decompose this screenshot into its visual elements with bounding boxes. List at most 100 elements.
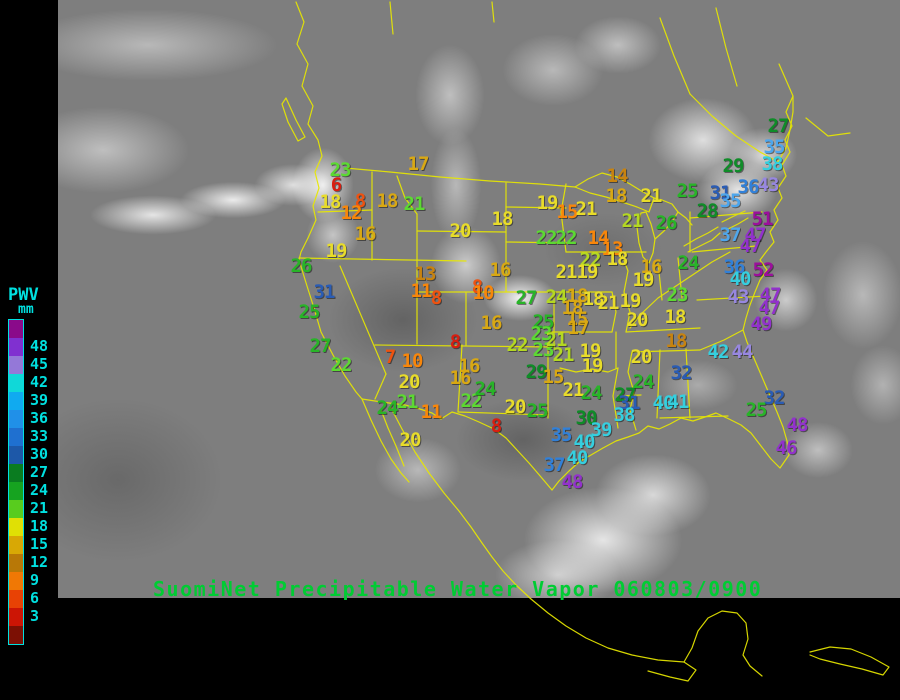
legend-swatch	[9, 392, 23, 410]
legend-label: 3	[30, 607, 40, 625]
station-pwv-value: 35	[719, 190, 742, 212]
station-pwv-value: 23	[532, 339, 555, 361]
legend-label: 36	[30, 409, 49, 427]
station-pwv-value: 32	[670, 362, 693, 384]
legend-swatch	[9, 410, 23, 428]
station-pwv-value: 25	[745, 399, 768, 421]
legend-label: 9	[30, 571, 40, 589]
station-pwv-value: 21	[597, 292, 620, 314]
legend-label: 39	[30, 391, 49, 409]
station-pwv-value: 48	[786, 414, 809, 436]
station-pwv-value: 25	[676, 180, 699, 202]
station-pwv-value: 17	[407, 153, 430, 175]
station-pwv-value: 27	[515, 287, 538, 309]
legend-swatch	[9, 554, 23, 572]
legend-swatch-column	[8, 319, 24, 645]
station-pwv-value: 37	[543, 454, 566, 476]
legend-scale: 48 45 42 39 36 33 30 27 24 21 18 15 12 9 6 3	[8, 319, 48, 645]
station-pwv-value: 22	[555, 227, 578, 249]
station-pwv-value: 24	[632, 371, 655, 393]
station-pwv-value: 16	[354, 223, 377, 245]
station-pwv-value: 21	[562, 379, 585, 401]
legend-swatch	[9, 626, 23, 644]
station-pwv-value: 15	[542, 366, 565, 388]
station-pwv-value: 47	[744, 224, 767, 246]
legend-unit: mm	[18, 302, 34, 317]
station-pwv-value: 49	[750, 313, 773, 335]
station-pwv-value: 27	[767, 115, 790, 137]
station-pwv-value: 22	[579, 249, 602, 271]
pwv-color-legend: PWV mm 48 45 42 39 36 33 30 27 24 21 18 15 12 9 6 3	[8, 287, 48, 645]
station-pwv-value: 21	[575, 198, 598, 220]
station-pwv-value: 43	[757, 174, 780, 196]
station-pwv-value: 20	[398, 371, 421, 393]
station-pwv-value: 30	[575, 407, 598, 429]
legend-swatch	[9, 590, 23, 608]
legend-swatch	[9, 572, 23, 590]
legend-swatch	[9, 536, 23, 554]
legend-swatch	[9, 482, 23, 500]
station-pwv-value: 29	[525, 361, 548, 383]
station-pwv-value: 36	[723, 256, 746, 278]
legend-swatch	[9, 608, 23, 626]
station-pwv-value: 26	[290, 255, 313, 277]
station-pwv-value: 20	[626, 309, 649, 331]
station-pwv-value: 25	[298, 301, 321, 323]
station-pwv-value: 18	[491, 208, 514, 230]
station-pwv-value: 18	[605, 185, 628, 207]
station-pwv-value: 26	[655, 212, 678, 234]
legend-swatch	[9, 518, 23, 536]
station-pwv-value: 16	[640, 256, 663, 278]
station-pwv-value: 18	[606, 248, 629, 270]
legend-label: 48	[30, 337, 49, 355]
legend-label: 33	[30, 427, 49, 445]
station-pwv-value: 28	[696, 200, 719, 222]
legend-label: 6	[30, 589, 40, 607]
station-pwv-value: 42	[707, 341, 730, 363]
station-pwv-value: 19	[576, 261, 599, 283]
station-pwv-value: 51	[751, 208, 774, 230]
station-pwv-value: 48	[561, 471, 584, 493]
station-pwv-value: 23	[530, 323, 553, 345]
legend-swatch	[9, 374, 23, 392]
station-pwv-value: 22	[330, 354, 353, 376]
station-pwv-value: 20	[630, 346, 653, 368]
station-pwv-value: 22	[535, 227, 558, 249]
station-pwv-value: 11	[410, 280, 433, 302]
station-pwv-value: 13	[414, 263, 437, 285]
legend-label: 18	[30, 517, 49, 535]
station-pwv-value: 16	[449, 367, 472, 389]
station-pwv-value: 29	[722, 155, 745, 177]
station-pwv-value: 8	[471, 276, 483, 298]
station-pwv-value: 14	[587, 227, 610, 249]
station-pwv-value: 27	[309, 335, 332, 357]
station-pwv-value: 21	[396, 391, 419, 413]
legend-label: 45	[30, 355, 49, 373]
station-pwv-value: 24	[677, 252, 700, 274]
station-pwv-value: 18	[566, 285, 589, 307]
station-pwv-value: 19	[536, 192, 559, 214]
station-pwv-value: 16	[489, 259, 512, 281]
station-pwv-value: 31	[709, 182, 732, 204]
station-pwv-value: 14	[606, 165, 629, 187]
station-pwv-value: 19	[579, 340, 602, 362]
station-pwv-value: 31	[313, 281, 336, 303]
station-pwv-value: 8	[430, 287, 442, 309]
station-pwv-value: 17	[567, 317, 590, 339]
station-pwv-value: 13	[601, 238, 624, 260]
legend-swatch	[9, 464, 23, 482]
station-pwv-value: 10	[472, 282, 495, 304]
satellite-image	[58, 0, 900, 598]
station-pwv-value: 23	[329, 159, 352, 181]
station-pwv-value: 18	[319, 191, 342, 213]
station-pwv-value: 32	[763, 387, 786, 409]
station-pwv-value: 10	[401, 350, 424, 372]
station-pwv-value: 19	[581, 355, 604, 377]
station-pwv-value: 40	[652, 392, 675, 414]
station-pwv-value: 8	[449, 331, 461, 353]
station-pwv-value: 18	[561, 297, 584, 319]
station-pwv-value: 39	[590, 419, 613, 441]
station-pwv-value: 41	[667, 391, 690, 413]
